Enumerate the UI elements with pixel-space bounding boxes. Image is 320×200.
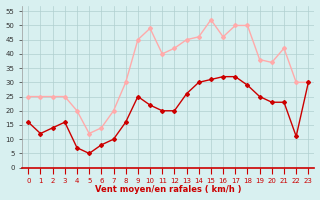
X-axis label: Vent moyen/en rafales ( km/h ): Vent moyen/en rafales ( km/h ) (95, 185, 242, 194)
